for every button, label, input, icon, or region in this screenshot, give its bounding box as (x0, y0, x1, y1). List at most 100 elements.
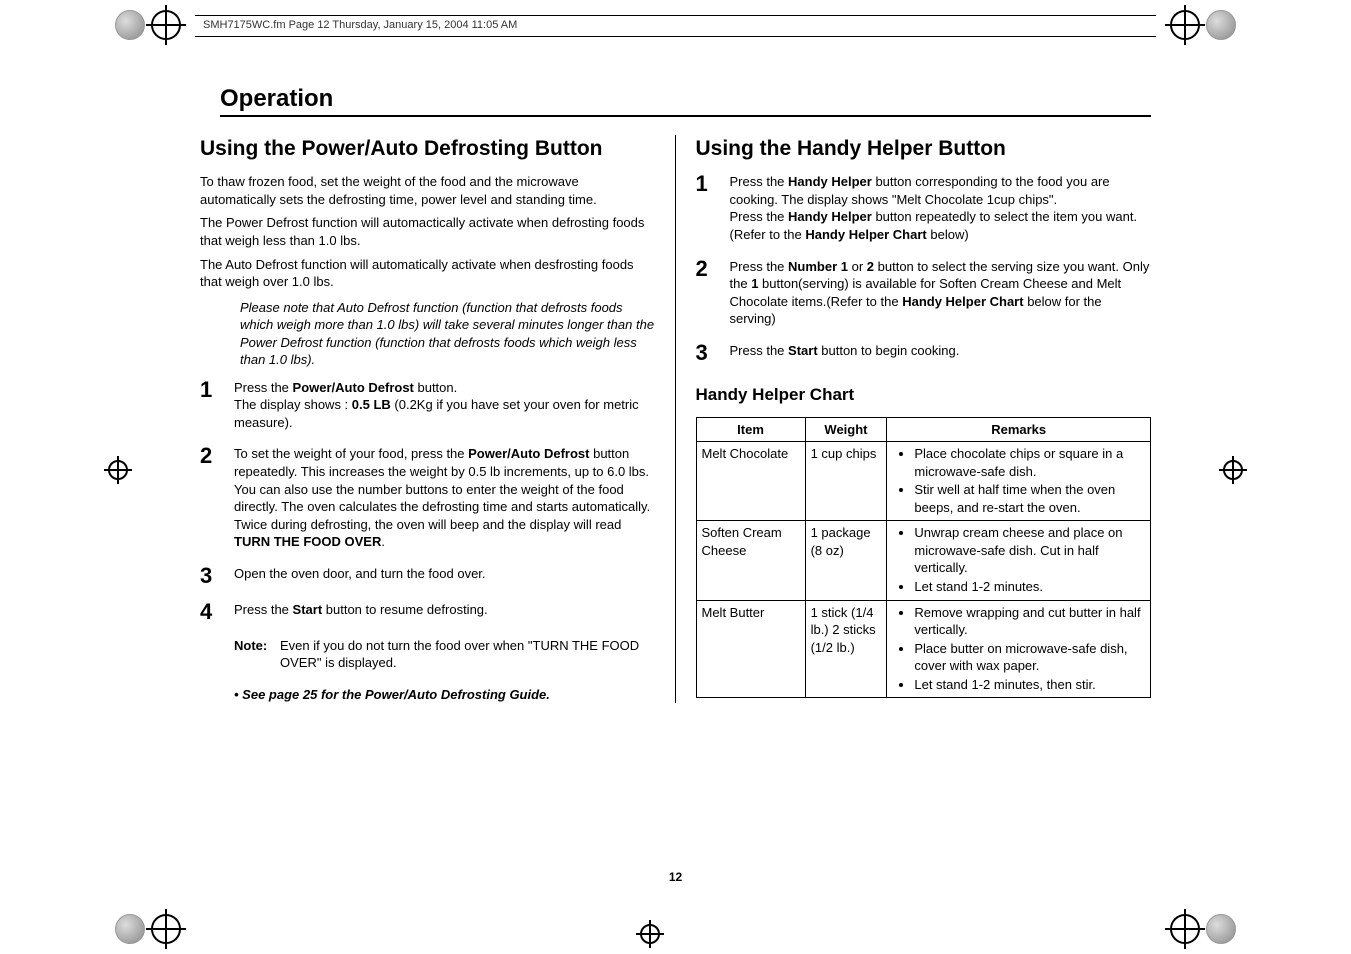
crop-mark-bottom-center (640, 924, 660, 944)
cell-weight: 1 stick (1/4 lb.) 2 sticks (1/2 lb.) (805, 600, 887, 698)
registration-target-icon (151, 10, 181, 40)
cell-item: Soften Cream Cheese (696, 521, 805, 600)
remark-item: Stir well at half time when the oven bee… (914, 481, 1145, 516)
t: button. (414, 380, 457, 395)
t: Handy Helper (788, 174, 872, 189)
registration-small-icon (640, 924, 660, 944)
handy-helper-chart: Item Weight Remarks Melt Chocolate1 cup … (696, 417, 1152, 699)
t: Handy Helper Chart (902, 294, 1023, 309)
right-column: Using the Handy Helper Button 1 Press th… (676, 135, 1152, 703)
col-item: Item (696, 417, 805, 442)
step-number: 4 (200, 601, 234, 623)
intro-para-1: To thaw frozen food, set the weight of t… (200, 173, 655, 208)
step-body: Press the Power/Auto Defrost button. The… (234, 379, 655, 432)
table-row: Melt Butter1 stick (1/4 lb.) 2 sticks (1… (696, 600, 1151, 698)
crop-sphere-icon (115, 914, 145, 944)
step-body: Press the Start button to begin cooking. (730, 342, 1152, 360)
t: button to resume defrosting. (322, 602, 487, 617)
table-row: Melt Chocolate1 cup chipsPlace chocolate… (696, 442, 1151, 521)
t: Twice during defrosting, the oven will b… (234, 517, 621, 532)
step-line: Twice during defrosting, the oven will b… (234, 516, 655, 551)
t: 2 (867, 259, 874, 274)
step-line: Press the Handy Helper button repeatedly… (730, 208, 1152, 243)
chart-title: Handy Helper Chart (696, 384, 1152, 407)
t: Number 1 (788, 259, 848, 274)
step-body: Press the Handy Helper button correspond… (730, 173, 1152, 243)
step-number: 3 (696, 342, 730, 364)
remarks-list: Remove wrapping and cut butter in half v… (892, 604, 1145, 694)
registration-target-icon (1170, 10, 1200, 40)
step-2: 2 Press the Number 1 or 2 button to sele… (696, 258, 1152, 328)
t: Power/Auto Defrost (293, 380, 414, 395)
two-column-layout: Using the Power/Auto Defrosting Button T… (200, 135, 1151, 703)
file-header-text: SMH7175WC.fm Page 12 Thursday, January 1… (203, 19, 517, 31)
step-line: To set the weight of your food, press th… (234, 445, 655, 515)
cell-item: Melt Chocolate (696, 442, 805, 521)
step-1: 1 Press the Handy Helper button correspo… (696, 173, 1152, 243)
page-number: 12 (669, 870, 682, 884)
intro-para-3: The Auto Defrost function will automatic… (200, 256, 655, 291)
t: To set the weight of your food, press th… (234, 446, 468, 461)
step-body: To set the weight of your food, press th… (234, 445, 655, 550)
crop-mark-top-left (115, 10, 181, 40)
intro-italic-note: Please note that Auto Defrost function (… (240, 299, 655, 369)
crop-mark-mid-left (108, 460, 128, 480)
t: Press the (234, 380, 293, 395)
remark-item: Place chocolate chips or square in a mic… (914, 445, 1145, 480)
step-4: 4 Press the Start button to resume defro… (200, 601, 655, 623)
registration-target-icon (151, 914, 181, 944)
step-number: 1 (696, 173, 730, 195)
note-label: Note: (234, 637, 280, 672)
t: Handy Helper Chart (805, 227, 926, 242)
t: Start (788, 343, 818, 358)
step-line: Press the Start button to resume defrost… (234, 601, 655, 619)
t: Press the (730, 209, 789, 224)
step-body: Press the Number 1 or 2 button to select… (730, 258, 1152, 328)
intro-para-2: The Power Defrost function will automact… (200, 214, 655, 249)
crop-sphere-icon (1206, 914, 1236, 944)
t: Start (293, 602, 323, 617)
registration-target-icon (1170, 914, 1200, 944)
remark-item: Unwrap cream cheese and place on microwa… (914, 524, 1145, 577)
crop-mark-bottom-left (115, 914, 181, 944)
step-2: 2 To set the weight of your food, press … (200, 445, 655, 550)
t: Handy Helper (788, 209, 872, 224)
step-body: Press the Start button to resume defrost… (234, 601, 655, 619)
t: Press the (730, 259, 789, 274)
right-heading: Using the Handy Helper Button (696, 135, 1152, 163)
t: Press the (730, 174, 789, 189)
remark-item: Place butter on microwave-safe dish, cov… (914, 640, 1145, 675)
left-column: Using the Power/Auto Defrosting Button T… (200, 135, 676, 703)
cell-weight: 1 package (8 oz) (805, 521, 887, 600)
cell-remarks: Unwrap cream cheese and place on microwa… (887, 521, 1151, 600)
t: or (848, 259, 867, 274)
section-title: Operation (220, 85, 1151, 117)
step-number: 2 (696, 258, 730, 280)
step-number: 1 (200, 379, 234, 401)
t: Press the (730, 343, 789, 358)
step-line: Press the Start button to begin cooking. (730, 342, 1152, 360)
step-line: Press the Handy Helper button correspond… (730, 173, 1152, 208)
cell-item: Melt Butter (696, 600, 805, 698)
step-number: 2 (200, 445, 234, 467)
t: button to begin cooking. (818, 343, 960, 358)
registration-small-icon (108, 460, 128, 480)
file-header-bar: SMH7175WC.fm Page 12 Thursday, January 1… (195, 15, 1156, 37)
t: . (381, 534, 385, 549)
t: TURN THE FOOD OVER (234, 534, 381, 549)
note-row: Note: Even if you do not turn the food o… (234, 637, 655, 672)
step-line: Press the Number 1 or 2 button to select… (730, 258, 1152, 328)
t: 0.5 LB (352, 397, 391, 412)
step-body: Open the oven door, and turn the food ov… (234, 565, 655, 583)
col-weight: Weight (805, 417, 887, 442)
t: below) (927, 227, 969, 242)
cell-remarks: Place chocolate chips or square in a mic… (887, 442, 1151, 521)
left-heading: Using the Power/Auto Defrosting Button (200, 135, 655, 163)
t: Press the (234, 602, 293, 617)
registration-small-icon (1223, 460, 1243, 480)
remark-item: Remove wrapping and cut butter in half v… (914, 604, 1145, 639)
step-3: 3 Open the oven door, and turn the food … (200, 565, 655, 587)
handy-helper-steps: 1 Press the Handy Helper button correspo… (696, 173, 1152, 363)
see-also: See page 25 for the Power/Auto Defrostin… (234, 686, 655, 704)
cell-remarks: Remove wrapping and cut butter in half v… (887, 600, 1151, 698)
